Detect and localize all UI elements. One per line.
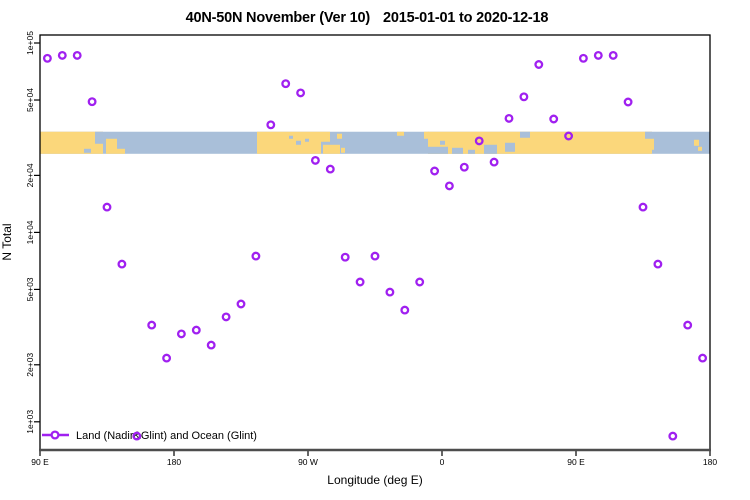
data-point — [236, 299, 246, 309]
land-region — [694, 139, 699, 146]
data-point — [310, 155, 320, 165]
data-point — [72, 50, 82, 60]
sea-region — [505, 142, 515, 152]
data-point — [281, 79, 291, 89]
data-point — [102, 202, 112, 212]
sea-region — [645, 131, 652, 139]
data-point — [578, 53, 588, 63]
x-tick-label: 90 W — [298, 457, 318, 467]
legend-label: Land (Nadir&Glint) and Ocean (Glint) — [76, 430, 257, 442]
plot-title-right: 2015-01-01 to 2020-12-18 — [383, 10, 548, 26]
y-tick-label: 1e+03 — [25, 410, 35, 434]
sea-region — [452, 147, 463, 154]
data-point — [534, 60, 544, 69]
data-point — [147, 320, 157, 330]
x-tick-label: 180 — [167, 457, 181, 467]
land-ocean-map-band — [40, 131, 710, 154]
land-region — [323, 144, 340, 154]
data-point — [325, 164, 335, 174]
data-point — [489, 157, 499, 167]
data-point — [623, 97, 633, 107]
data-point — [206, 340, 216, 350]
land-region — [106, 138, 117, 154]
land-region — [397, 131, 404, 136]
data-point — [549, 114, 559, 124]
data-points — [42, 50, 708, 441]
x-tick-label: 90 E — [567, 457, 585, 467]
land-region — [117, 148, 125, 154]
land-region — [341, 147, 345, 153]
sea-region — [520, 131, 530, 138]
sea-region — [428, 146, 448, 154]
plot-box — [39, 34, 711, 451]
data-point — [296, 88, 306, 98]
data-point — [430, 166, 440, 176]
data-point — [340, 252, 350, 262]
land-region — [337, 133, 342, 139]
data-point — [355, 277, 365, 287]
y-tick-label: 2e+03 — [25, 353, 35, 377]
data-point — [459, 162, 469, 172]
data-point — [444, 181, 454, 191]
x-axis-ticks: 90 E 180 90 W 0 90 E 180 — [31, 450, 717, 467]
x-axis-title: Longitude (deg E) — [327, 473, 422, 487]
data-point — [162, 353, 172, 363]
y-tick-label: 1e+04 — [25, 220, 35, 244]
data-point — [683, 320, 693, 330]
land-region — [424, 131, 429, 139]
x-tick-label: 90 E — [31, 457, 49, 467]
sea-region — [84, 148, 91, 153]
data-point — [385, 287, 395, 297]
data-point — [87, 97, 97, 107]
sea-region — [289, 135, 293, 139]
y-tick-label: 5e+03 — [25, 277, 35, 301]
data-point — [42, 53, 52, 63]
plot-title-left: 40N-50N November (Ver 10) — [186, 10, 371, 26]
y-axis-ticks: 1e+05 5e+04 2e+04 1e+04 5e+03 2e+03 1e+03 — [25, 31, 40, 434]
data-point — [564, 131, 574, 141]
data-point — [400, 305, 410, 315]
sea-region — [296, 140, 301, 145]
data-point — [415, 277, 425, 287]
sea-region — [484, 144, 497, 154]
sea-region — [440, 140, 445, 145]
data-point — [653, 259, 663, 269]
sea-region — [305, 138, 309, 142]
land-region — [698, 146, 702, 151]
data-point — [57, 50, 67, 60]
data-point — [266, 120, 276, 130]
land-region — [40, 131, 103, 154]
data-point — [593, 50, 603, 60]
data-point — [519, 92, 529, 102]
data-point — [504, 113, 514, 123]
data-point — [474, 136, 484, 146]
land-region — [648, 138, 654, 150]
data-point — [221, 312, 231, 322]
data-point — [668, 431, 678, 441]
data-point — [608, 50, 618, 60]
data-point — [638, 202, 648, 212]
legend-marker-icon — [50, 430, 60, 440]
data-point — [176, 329, 186, 339]
land-region — [321, 131, 330, 142]
y-tick-label: 1e+05 — [25, 31, 35, 55]
land-region — [257, 131, 321, 154]
y-axis-title: N Total — [0, 223, 14, 260]
data-point — [191, 325, 201, 335]
y-tick-label: 2e+04 — [25, 163, 35, 187]
sea-region — [468, 149, 475, 154]
x-tick-label: 180 — [703, 457, 717, 467]
data-point — [117, 259, 127, 269]
y-tick-label: 5e+04 — [25, 88, 35, 112]
data-point — [132, 431, 142, 441]
sea-region — [95, 131, 103, 144]
data-point — [370, 251, 380, 261]
data-point — [251, 251, 261, 261]
legend: Land (Nadir&Glint) and Ocean (Glint) — [42, 430, 257, 442]
x-tick-label: 0 — [440, 457, 445, 467]
data-point — [698, 353, 708, 363]
